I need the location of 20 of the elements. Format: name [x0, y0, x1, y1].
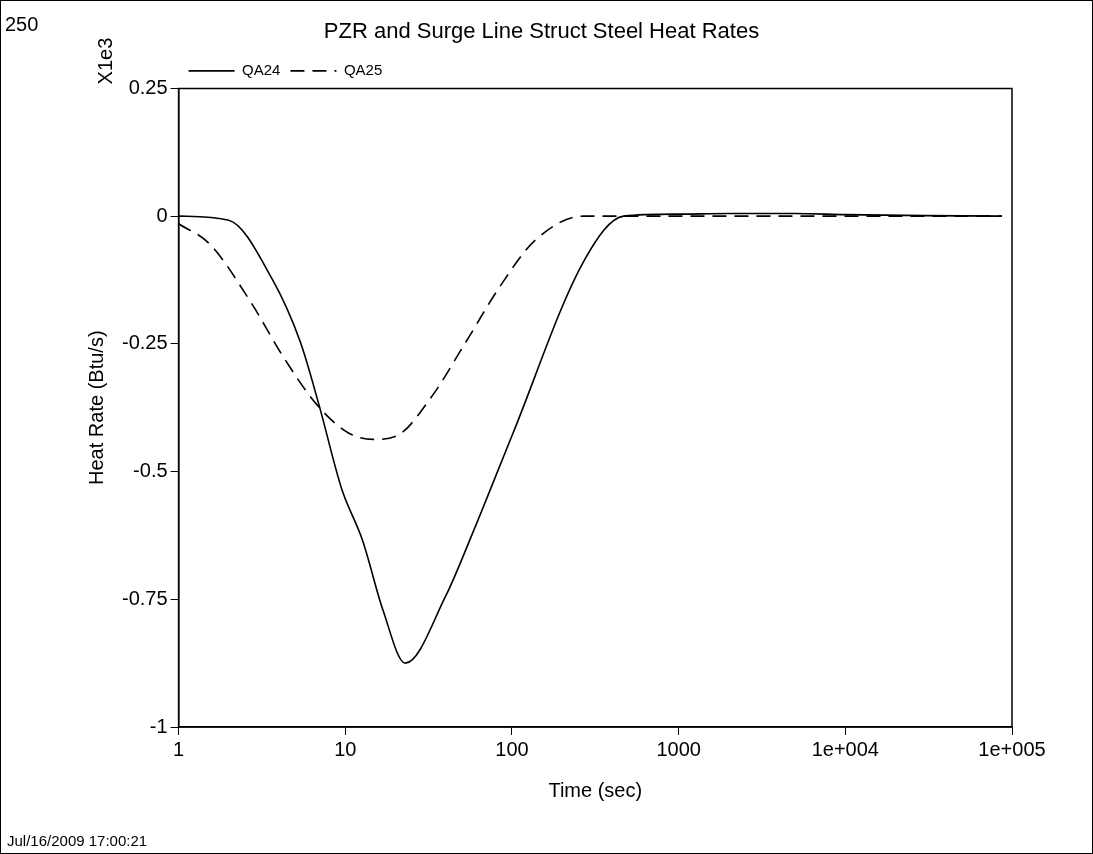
text: Jul/16/2009 17:00:21 — [7, 831, 148, 849]
y-tick-label: 0 — [156, 203, 168, 226]
y-axis-title: Heat Rate (Btu/s) — [84, 330, 107, 485]
x-tick-label: 100 — [495, 737, 529, 760]
text: X1e3 — [94, 37, 117, 85]
x-tick-label: 1e+005 — [978, 737, 1046, 760]
y-tick-label: -0.25 — [121, 331, 168, 354]
text: 250 — [5, 12, 39, 35]
legend-label: QA25 — [343, 61, 383, 79]
y-tick-label: -1 — [149, 714, 168, 737]
y-tick-label: -0.75 — [121, 586, 168, 609]
x-tick-label: 1000 — [656, 737, 701, 760]
y-tick-label: -0.5 — [133, 459, 168, 482]
legend-label: QA24 — [242, 61, 281, 79]
x-tick-label: 1 — [173, 737, 185, 760]
x-tick-label: 1e+004 — [811, 737, 879, 760]
x-tick-label: 10 — [334, 737, 357, 760]
chart-title: PZR and Surge Line Struct Steel Heat Rates — [323, 18, 760, 44]
x-axis-title: Time (sec) — [548, 778, 643, 801]
y-tick-label: 0.25 — [128, 75, 168, 98]
